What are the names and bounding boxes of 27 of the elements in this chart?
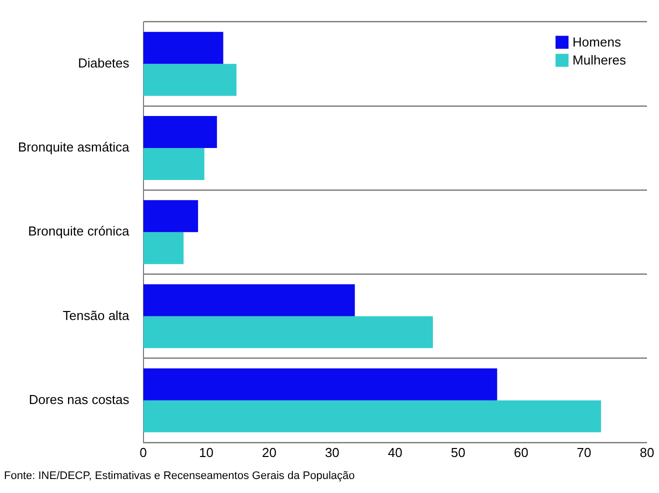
x-tick-label: 30 xyxy=(324,444,340,460)
x-tick-label: 20 xyxy=(262,444,276,460)
x-tick-label: 40 xyxy=(388,444,402,460)
x-tick-label: 50 xyxy=(450,444,466,460)
source-note: Fonte: INE/DECP, Estimativas e Recenseamentos Gerais da População xyxy=(4,470,356,482)
y-tick-label: Diabetes xyxy=(78,55,130,70)
bar xyxy=(143,400,602,432)
y-tick-label: Bronquite asmática xyxy=(18,140,130,155)
bar xyxy=(143,316,433,348)
x-tick-label: 0 xyxy=(140,444,147,460)
x-tick-label: 80 xyxy=(640,444,654,460)
x-tick-label: 10 xyxy=(199,444,214,460)
bar xyxy=(143,64,236,96)
legend-label: Mulheres xyxy=(572,52,626,68)
x-tick-label: 60 xyxy=(514,444,528,460)
y-tick-label: Tensão alta xyxy=(62,308,130,323)
bar xyxy=(143,284,355,316)
bar xyxy=(143,200,198,232)
bar xyxy=(143,116,217,148)
bar xyxy=(143,32,224,64)
y-tick-label: Dores nas costas xyxy=(28,392,130,407)
legend-label: Homens xyxy=(572,34,622,50)
bar xyxy=(143,148,204,180)
bar xyxy=(143,368,498,400)
x-tick-label: 70 xyxy=(576,444,592,460)
bar xyxy=(143,232,184,264)
y-tick-label: Bronquite crónica xyxy=(28,224,130,239)
